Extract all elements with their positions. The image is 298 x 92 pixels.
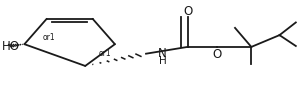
Text: N: N [158, 47, 167, 60]
Text: O: O [212, 48, 222, 61]
Text: H: H [159, 56, 167, 66]
Text: or1: or1 [99, 49, 111, 58]
Text: HO: HO [2, 39, 20, 53]
Text: O: O [183, 5, 192, 18]
Text: or1: or1 [42, 33, 55, 42]
